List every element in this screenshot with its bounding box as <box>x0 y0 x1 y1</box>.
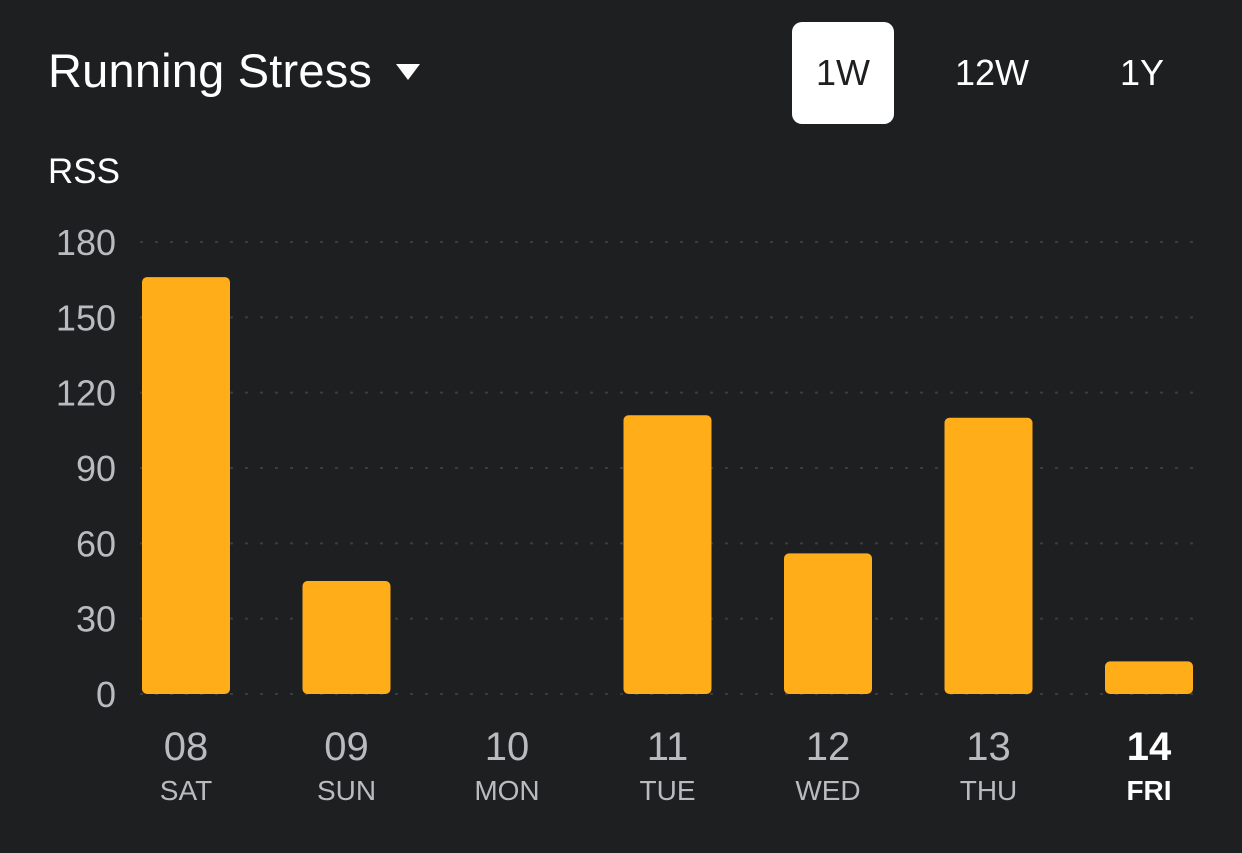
bar-08[interactable] <box>142 277 230 694</box>
x-tick-weekday: SUN <box>317 775 376 806</box>
x-tick-day: 14 <box>1127 725 1172 769</box>
y-tick-label: 60 <box>76 523 116 564</box>
metric-selector[interactable]: Running Stress <box>48 40 421 100</box>
chart-header: Running Stress 1W 12W 1Y <box>0 0 1242 130</box>
y-tick-label: 90 <box>76 448 116 489</box>
x-tick-day: 10 <box>485 725 530 769</box>
x-tick-day: 13 <box>966 725 1011 769</box>
bar-12[interactable] <box>784 553 872 694</box>
x-tick-weekday: WED <box>795 775 860 806</box>
range-1y-button[interactable]: 1Y <box>1119 52 1165 93</box>
x-tick-weekday: THU <box>960 775 1018 806</box>
x-tick-weekday: FRI <box>1126 775 1171 806</box>
x-tick-day: 12 <box>806 725 851 769</box>
bar-14[interactable] <box>1105 661 1193 694</box>
y-tick-label: 120 <box>56 373 116 414</box>
x-tick-day: 09 <box>324 725 369 769</box>
range-12w-button[interactable]: 12W <box>954 52 1030 93</box>
y-tick-label: 30 <box>76 599 116 640</box>
x-tick-day: 08 <box>164 725 209 769</box>
caret-down-icon <box>396 64 421 80</box>
y-tick-label: 150 <box>56 297 116 338</box>
x-tick-weekday: SAT <box>160 775 212 806</box>
range-1w-button[interactable]: 1W <box>792 22 894 124</box>
y-axis-unit-label: RSS <box>48 152 120 191</box>
x-tick-weekday: MON <box>474 775 539 806</box>
bar-13[interactable] <box>944 417 1033 694</box>
metric-title: Running Stress <box>48 43 373 97</box>
bar-11[interactable] <box>623 415 712 694</box>
x-tick-weekday: TUE <box>640 775 696 806</box>
y-tick-label: 0 <box>96 674 116 715</box>
y-tick-label: 180 <box>56 222 116 263</box>
bar-09[interactable] <box>302 581 391 694</box>
bar-chart: 0 30 60 90 120 150 180 08 SAT 09 SUN 10 MON 11 TUE 12 WE… <box>56 222 1194 806</box>
x-tick-day: 11 <box>647 725 689 769</box>
